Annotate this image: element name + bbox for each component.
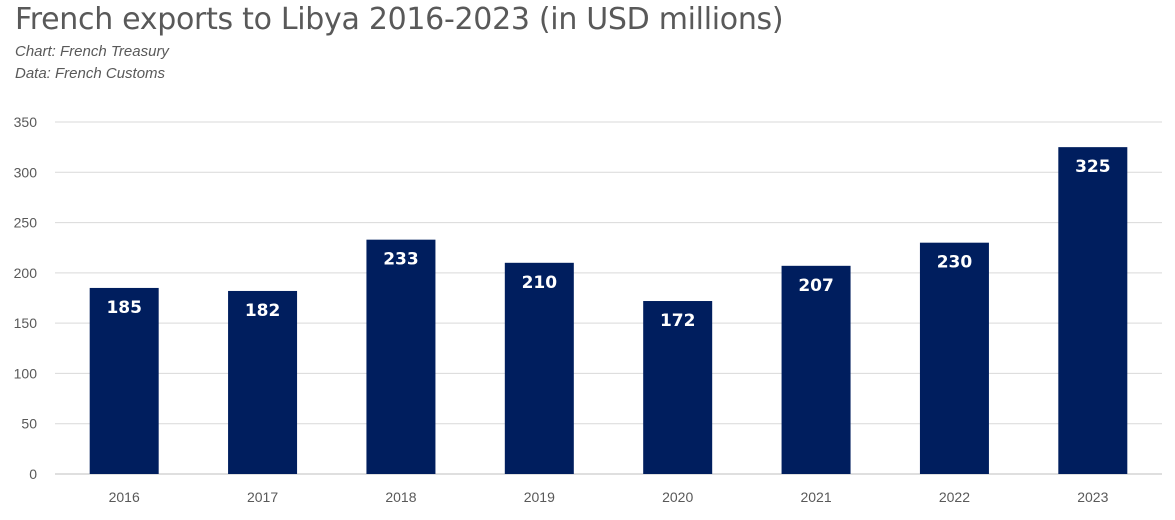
x-tick-label: 2021 — [800, 489, 831, 505]
x-tick-label: 2023 — [1077, 489, 1108, 505]
data-label: 207 — [798, 276, 834, 296]
y-tick-label: 250 — [14, 215, 38, 231]
bar[interactable] — [1058, 147, 1128, 474]
y-tick-label: 100 — [14, 365, 38, 381]
data-label: 185 — [106, 298, 142, 318]
x-tick-label: 2017 — [247, 489, 278, 505]
data-label: 210 — [522, 273, 558, 293]
bar[interactable] — [919, 242, 989, 474]
x-tick-label: 2018 — [385, 489, 416, 505]
data-label: 230 — [937, 253, 973, 273]
data-label: 182 — [245, 301, 281, 321]
y-tick-label: 0 — [29, 466, 37, 482]
bar[interactable] — [366, 239, 436, 474]
bar[interactable] — [228, 290, 298, 474]
data-label: 172 — [660, 311, 696, 331]
y-tick-label: 50 — [21, 416, 37, 432]
data-label: 325 — [1075, 157, 1111, 177]
y-tick-label: 200 — [14, 265, 38, 281]
x-tick-label: 2022 — [939, 489, 970, 505]
bar[interactable] — [89, 287, 159, 474]
x-tick-label: 2016 — [109, 489, 140, 505]
x-tick-label: 2020 — [662, 489, 693, 505]
bar[interactable] — [643, 301, 713, 474]
y-tick-label: 300 — [14, 164, 38, 180]
data-source-credit: Data: French Customs — [15, 65, 166, 82]
data-label: 233 — [383, 250, 419, 270]
bar[interactable] — [781, 265, 851, 474]
chart-source-credit: Chart: French Treasury — [15, 43, 169, 60]
y-tick-label: 150 — [14, 315, 38, 331]
bar[interactable] — [504, 262, 574, 474]
y-tick-label: 350 — [14, 114, 38, 130]
chart-title: French exports to Libya 2016-2023 (in US… — [15, 2, 784, 37]
x-tick-label: 2019 — [524, 489, 555, 505]
